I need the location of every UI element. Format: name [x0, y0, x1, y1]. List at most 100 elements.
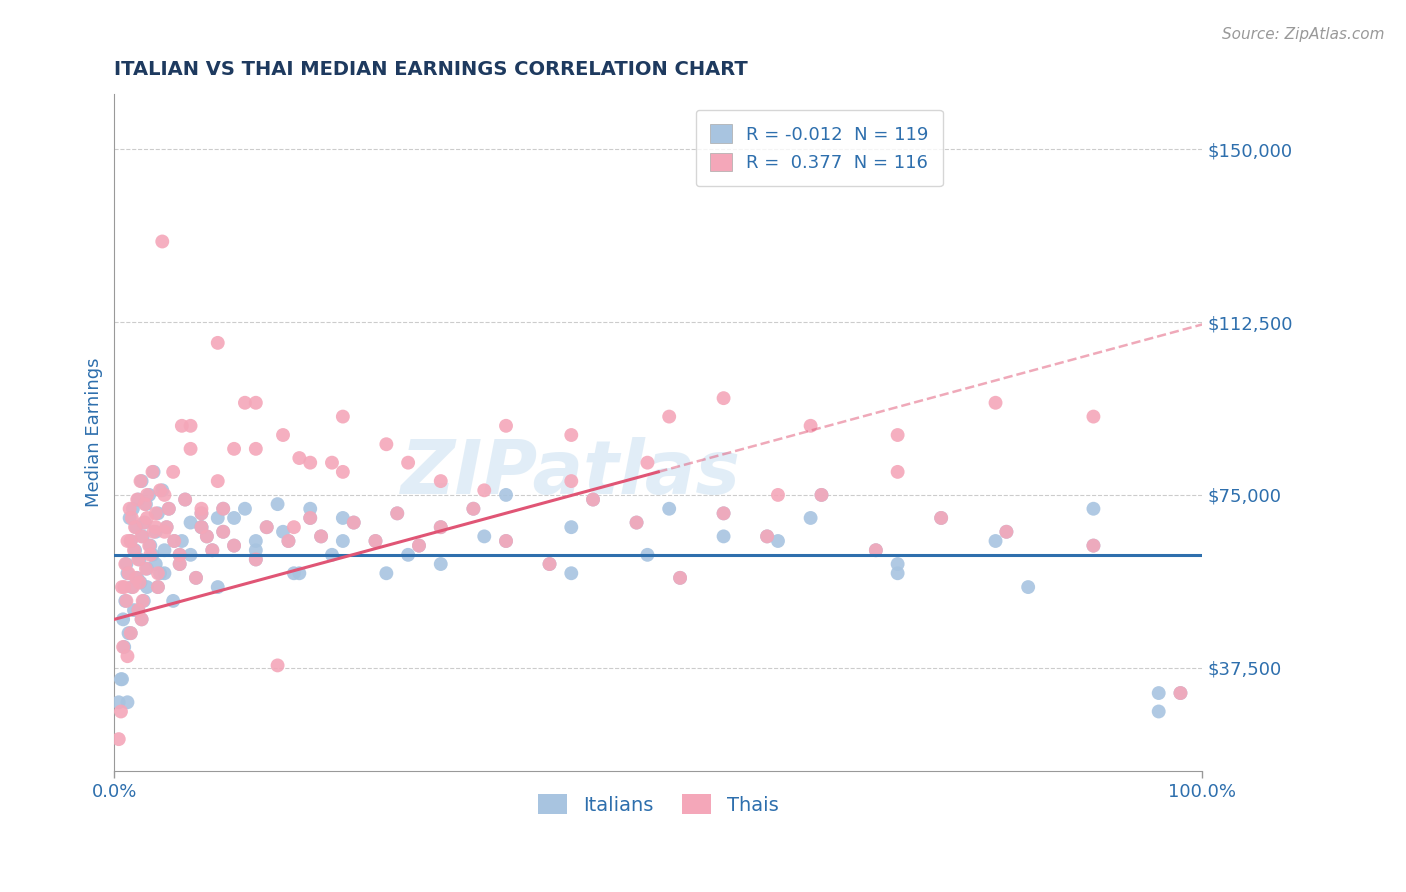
Point: [169, 557, 191, 571]
Point: [429, 557, 451, 571]
Point: [117, 534, 139, 549]
Point: [169, 548, 191, 562]
Point: [321, 456, 343, 470]
Point: [180, 418, 202, 433]
Point: [212, 524, 235, 539]
Point: [212, 524, 235, 539]
Point: [626, 516, 648, 530]
Text: ITALIAN VS THAI MEDIAN EARNINGS CORRELATION CHART: ITALIAN VS THAI MEDIAN EARNINGS CORRELAT…: [114, 60, 748, 78]
Point: [810, 488, 832, 502]
Point: [375, 437, 398, 451]
Point: [321, 548, 343, 562]
Point: [658, 501, 681, 516]
Point: [128, 552, 150, 566]
Point: [127, 492, 149, 507]
Point: [636, 548, 658, 562]
Point: [169, 557, 191, 571]
Point: [190, 520, 212, 534]
Point: [129, 575, 152, 590]
Point: [1083, 539, 1105, 553]
Point: [124, 520, 146, 534]
Text: Source: ZipAtlas.com: Source: ZipAtlas.com: [1222, 27, 1385, 42]
Point: [626, 516, 648, 530]
Point: [277, 534, 299, 549]
Point: [271, 428, 294, 442]
Point: [756, 529, 779, 543]
Point: [120, 534, 142, 549]
Point: [120, 626, 142, 640]
Point: [122, 501, 145, 516]
Point: [332, 409, 354, 424]
Point: [713, 529, 735, 543]
Point: [163, 534, 186, 549]
Point: [190, 520, 212, 534]
Point: [146, 580, 169, 594]
Point: [669, 571, 692, 585]
Point: [1083, 501, 1105, 516]
Point: [463, 501, 485, 516]
Point: [201, 543, 224, 558]
Point: [582, 492, 605, 507]
Point: [800, 418, 823, 433]
Point: [114, 594, 136, 608]
Point: [127, 552, 149, 566]
Point: [112, 580, 135, 594]
Point: [343, 516, 366, 530]
Point: [256, 520, 278, 534]
Point: [375, 566, 398, 581]
Point: [156, 520, 179, 534]
Point: [756, 529, 779, 543]
Point: [283, 566, 305, 581]
Point: [560, 520, 582, 534]
Point: [131, 474, 153, 488]
Point: [122, 580, 145, 594]
Point: [190, 501, 212, 516]
Point: [117, 626, 139, 640]
Point: [180, 442, 202, 456]
Point: [153, 524, 176, 539]
Point: [136, 580, 159, 594]
Point: [132, 594, 155, 608]
Point: [396, 456, 419, 470]
Point: [332, 465, 354, 479]
Point: [129, 474, 152, 488]
Point: [560, 474, 582, 488]
Point: [170, 534, 193, 549]
Point: [146, 507, 169, 521]
Point: [122, 543, 145, 558]
Point: [995, 524, 1018, 539]
Point: [118, 501, 141, 516]
Point: [245, 396, 267, 410]
Point: [127, 571, 149, 585]
Point: [886, 557, 908, 571]
Point: [538, 557, 561, 571]
Point: [134, 516, 156, 530]
Point: [1147, 705, 1170, 719]
Point: [245, 543, 267, 558]
Point: [1147, 686, 1170, 700]
Point: [117, 566, 139, 581]
Point: [222, 539, 245, 553]
Legend: Italians, Thais: Italians, Thais: [530, 787, 786, 822]
Point: [157, 501, 180, 516]
Point: [141, 548, 163, 562]
Point: [995, 524, 1018, 539]
Point: [131, 594, 153, 608]
Point: [124, 543, 146, 558]
Point: [713, 507, 735, 521]
Point: [233, 501, 256, 516]
Point: [396, 548, 419, 562]
Point: [162, 594, 184, 608]
Point: [111, 580, 134, 594]
Point: [429, 474, 451, 488]
Point: [1083, 409, 1105, 424]
Point: [222, 442, 245, 456]
Point: [142, 524, 165, 539]
Point: [115, 557, 138, 571]
Point: [131, 529, 153, 543]
Point: [495, 418, 517, 433]
Point: [984, 396, 1007, 410]
Point: [136, 561, 159, 575]
Point: [112, 640, 135, 654]
Point: [560, 566, 582, 581]
